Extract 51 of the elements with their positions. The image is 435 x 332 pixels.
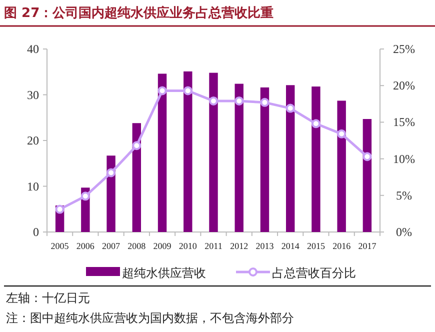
x-tick-label: 2011 [204, 241, 222, 251]
y2-tick-label: 10% [393, 152, 415, 166]
x-tick-label: 2012 [230, 241, 248, 251]
bar [362, 118, 372, 232]
point [362, 152, 372, 162]
point [55, 204, 64, 214]
legend-label: 占总营收百分比 [272, 266, 356, 280]
bar [337, 100, 346, 232]
y2-tick-label: 5% [396, 188, 412, 202]
y2-tick-label: 25% [393, 42, 415, 56]
point [209, 96, 218, 106]
point [132, 141, 142, 150]
point [337, 129, 346, 138]
x-tick-label: 2007 [102, 241, 121, 251]
bar [286, 85, 295, 232]
x-tick-label: 2015 [306, 241, 326, 251]
x-tick-label: 2006 [76, 241, 95, 251]
y-tick-label: 10 [27, 179, 39, 194]
y-tick-label: 40 [27, 42, 39, 56]
point [183, 86, 192, 96]
bar [260, 87, 270, 232]
legend-label: 超纯水供应营收 [122, 266, 206, 280]
point [260, 98, 270, 107]
x-tick-label: 2017 [358, 241, 377, 251]
x-tick-label: 2010 [178, 241, 198, 251]
x-tick-label: 2016 [332, 241, 352, 251]
point [106, 168, 116, 178]
y-tick-label: 0 [33, 225, 39, 239]
y-tick-label: 30 [27, 88, 39, 102]
bar [184, 71, 192, 232]
text: 左轴：十亿日元 [6, 291, 90, 305]
point [311, 119, 320, 128]
text: 注：图中超纯水供应营收为国内数据，不包含海外部分 [6, 311, 294, 325]
y2-tick-label: 0% [396, 225, 412, 239]
x-tick-label: 2005 [50, 241, 70, 251]
y-tick-label: 20 [27, 134, 39, 148]
point [286, 104, 295, 113]
bar [312, 86, 320, 232]
x-tick-label: 2014 [281, 241, 300, 251]
y2-tick-label: 20% [393, 78, 415, 93]
x-tick-label: 2008 [128, 241, 146, 251]
x-tick-label: 2009 [153, 241, 172, 251]
point [80, 192, 90, 201]
bar [234, 84, 244, 232]
x-tick-label: 2013 [256, 241, 274, 251]
chart-title: 图 27：公司国内超纯水供应业务占总营收比重 [4, 5, 274, 21]
bar [158, 74, 167, 232]
point [158, 86, 167, 96]
point [234, 96, 244, 106]
y2-tick-label: 15% [393, 115, 415, 130]
bar [209, 72, 218, 232]
